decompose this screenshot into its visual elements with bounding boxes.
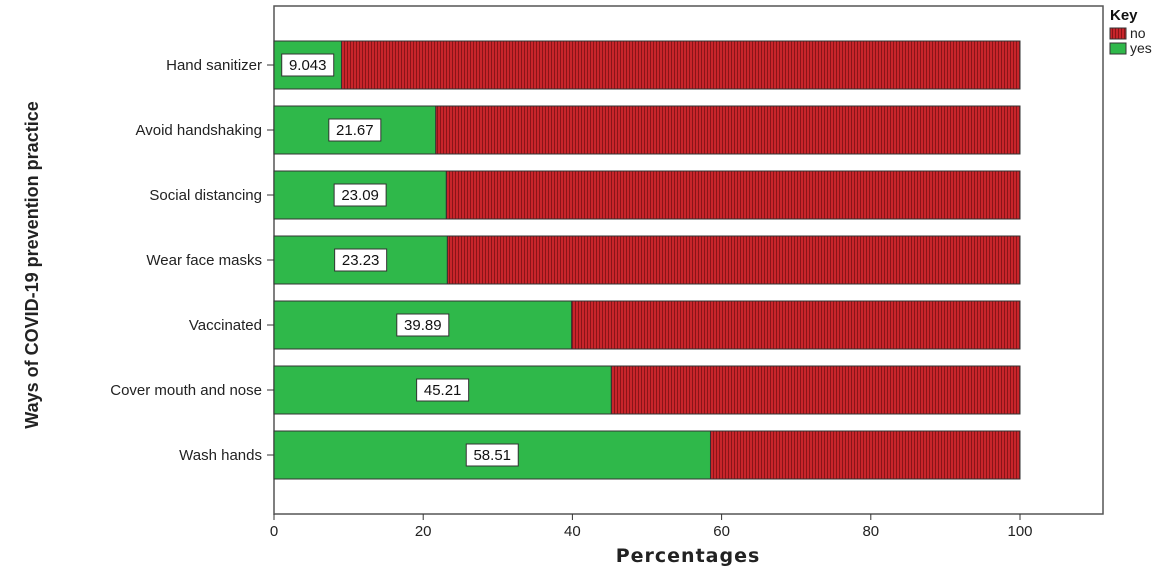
data-label-box-vaccinated [396, 313, 450, 337]
bars-group: 9.043 21.67 23.09 23.23 39.89 45.21 58.51 [273, 40, 1021, 480]
x-axis: 0 20 40 60 80 100 [270, 514, 1033, 540]
bar-no-cover-mouth-and-nose [610, 365, 1021, 415]
data-label-box-wash-hands [465, 443, 519, 467]
x-tick-label-20: 20 [415, 523, 432, 540]
data-label-vaccinated: 39.89 [404, 317, 442, 334]
data-label-wash-hands: 58.51 [473, 447, 511, 464]
legend-entry-no: no [1130, 25, 1146, 41]
legend-title: Key [1110, 7, 1138, 24]
data-label-box-wear-face-masks [334, 248, 388, 272]
y-axis-label: Ways of COVID-19 prevention practice [22, 101, 42, 428]
data-label-wear-face-masks: 23.23 [342, 252, 380, 269]
category-label-cover-mouth-and-nose: Cover mouth and nose [110, 382, 262, 399]
category-label-wear-face-masks: Wear face masks [146, 252, 262, 269]
x-tick-label-60: 60 [713, 523, 730, 540]
data-label-box-hand-sanitizer [281, 53, 335, 77]
data-label-cover-mouth-and-nose: 45.21 [424, 382, 462, 399]
legend: Key no yes [1109, 7, 1152, 56]
legend-swatch-yes [1109, 42, 1127, 55]
bar-no-wear-face-masks [446, 235, 1021, 285]
data-label-hand-sanitizer: 9.043 [289, 57, 327, 74]
category-label-social-distancing: Social distancing [149, 187, 262, 204]
category-label-vaccinated: Vaccinated [189, 317, 262, 334]
bar-no-hand-sanitizer [340, 40, 1021, 90]
data-label-social-distancing: 23.09 [341, 187, 379, 204]
bar-no-wash-hands [709, 430, 1021, 480]
legend-swatch-no [1109, 27, 1127, 40]
bar-yes-wear-face-masks [273, 235, 448, 285]
x-tick-label-80: 80 [862, 523, 879, 540]
data-label-box-social-distancing [333, 183, 387, 207]
x-tick-label-0: 0 [270, 523, 278, 540]
category-labels: Hand sanitizer Avoid handshaking Social di… [110, 57, 274, 464]
data-label-box-cover-mouth-and-nose [416, 378, 470, 402]
x-tick-label-100: 100 [1007, 523, 1032, 540]
x-tick-label-40: 40 [564, 523, 581, 540]
legend-entry-yes: yes [1130, 40, 1152, 56]
bar-no-avoid-handshaking [435, 105, 1021, 155]
bar-no-social-distancing [445, 170, 1021, 220]
x-axis-label: Percentages [616, 545, 761, 567]
category-label-wash-hands: Wash hands [179, 447, 262, 464]
category-label-avoid-handshaking: Avoid handshaking [136, 122, 263, 139]
bar-no-vaccinated [571, 300, 1021, 350]
data-label-avoid-handshaking: 21.67 [336, 122, 374, 139]
data-label-box-avoid-handshaking [328, 118, 382, 142]
category-label-hand-sanitizer: Hand sanitizer [166, 57, 262, 74]
